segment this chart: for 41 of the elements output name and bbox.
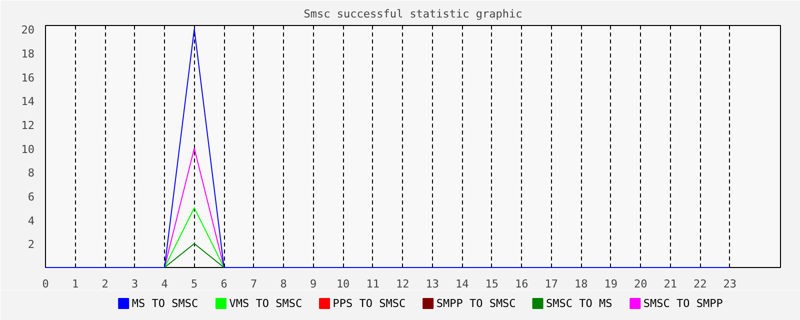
legend-label: PPS TO SMSC [332, 297, 406, 310]
x-tick-label: 11 [366, 278, 380, 290]
x-tick-label: 17 [544, 278, 558, 290]
chart-title: Smsc successful statistic graphic [304, 8, 522, 20]
x-tick-label: 22 [694, 278, 707, 290]
x-tick-label: 16 [514, 278, 528, 290]
x-tick-label: 9 [310, 278, 317, 290]
y-tick-label: 4 [28, 214, 35, 228]
x-tick-label: 20 [634, 278, 648, 290]
x-tick-label: 6 [220, 278, 228, 290]
x-tick-label: 8 [280, 278, 287, 290]
legend-label: VMS TO SMSC [229, 297, 302, 310]
x-tick-label: 0 [42, 278, 49, 290]
x-tick-label: 1 [72, 278, 79, 290]
x-tick-label: 19 [604, 278, 618, 290]
y-tick-label: 10 [21, 142, 35, 156]
x-tick-label: 7 [250, 278, 258, 290]
x-tick-label: 4 [161, 278, 168, 290]
y-tick-label: 12 [21, 118, 35, 132]
y-tick-label: 20 [21, 24, 35, 37]
x-tick-label: 3 [131, 278, 138, 290]
y-tick-label: 18 [21, 47, 35, 60]
y-tick-label: 8 [28, 166, 34, 180]
y-tick-label: 16 [21, 71, 35, 84]
x-tick-label: 10 [336, 278, 350, 290]
x-tick-label: 12 [396, 278, 410, 290]
x-tick-label: 13 [426, 278, 439, 290]
y-tick-label: 14 [21, 95, 35, 108]
x-tick-label: 14 [455, 278, 470, 290]
x-tick-label: 15 [485, 278, 498, 290]
x-tick-label: 5 [190, 278, 198, 290]
legend-label: MS TO SMSC [132, 297, 198, 310]
x-tick-label: 21 [664, 278, 678, 290]
legend-label: SMSC TO SMPP [643, 297, 724, 310]
legend-label: SMSC TO MS [546, 297, 612, 310]
x-tick-label: 18 [574, 278, 588, 290]
x-tick-label: 23 [723, 278, 737, 290]
x-tick-label: 2 [102, 278, 108, 290]
y-tick-label: 2 [28, 238, 34, 252]
y-tick-label: 6 [28, 190, 34, 204]
legend-label: SMPP TO SMSC [436, 297, 516, 310]
